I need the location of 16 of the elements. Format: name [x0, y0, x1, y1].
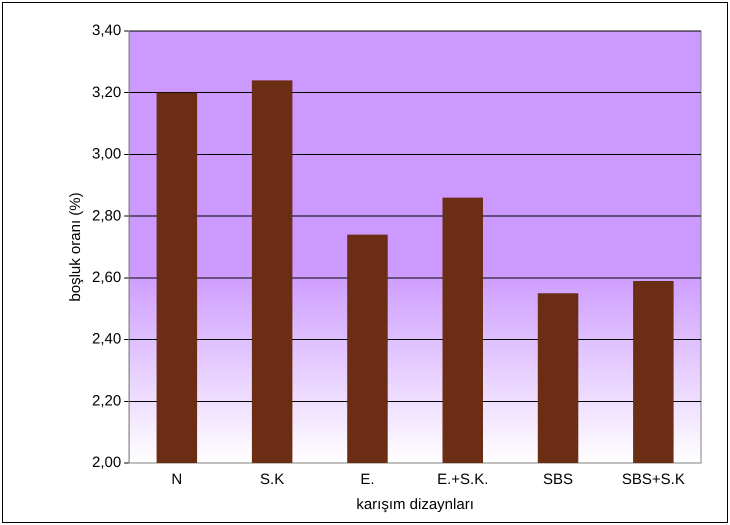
y-tick-label: 3,20: [92, 84, 122, 101]
y-tick-label: 2,00: [92, 454, 122, 472]
y-tick-label: 2,80: [92, 207, 122, 224]
x-tick-label: S.K: [260, 471, 284, 488]
y-tick-label: 2,60: [92, 269, 122, 286]
x-tick-label: SBS+S.K: [622, 471, 685, 488]
x-tick-label: N: [171, 471, 182, 488]
y-tick-label: 3,00: [92, 146, 122, 163]
x-axis-title: karışım dizaynları: [356, 496, 474, 514]
y-axis-title: boşluk oranı (%): [67, 192, 84, 302]
y-tick-label: 2,20: [92, 392, 122, 410]
y-tick-label: 2,40: [92, 330, 122, 348]
y-tick-label: 3,40: [92, 22, 122, 40]
x-tick-label: E.: [360, 471, 375, 488]
x-tick-label: SBS: [543, 471, 574, 488]
x-tick-label: E.+S.K.: [437, 471, 488, 488]
